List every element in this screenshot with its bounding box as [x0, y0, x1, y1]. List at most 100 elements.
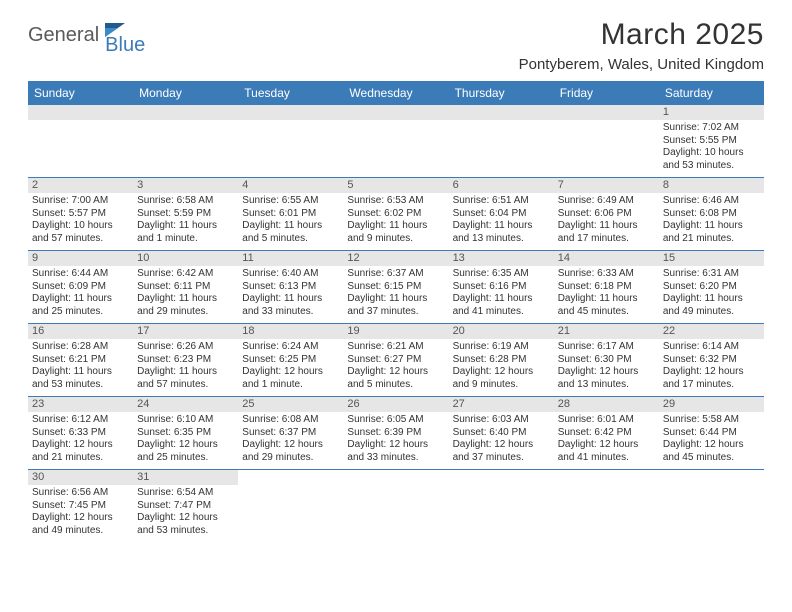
daylight-text: Daylight: 12 hours and 53 minutes. [137, 512, 234, 537]
day-cell: 5Sunrise: 6:53 AMSunset: 6:02 PMDaylight… [343, 178, 448, 250]
day-cell: 8Sunrise: 6:46 AMSunset: 6:08 PMDaylight… [659, 178, 764, 250]
sunset-text: Sunset: 5:55 PM [663, 135, 760, 148]
day-cell: 15Sunrise: 6:31 AMSunset: 6:20 PMDayligh… [659, 251, 764, 323]
daylight-text: Daylight: 12 hours and 33 minutes. [347, 439, 444, 464]
day-number: 16 [28, 324, 133, 339]
sunrise-text: Sunrise: 6:53 AM [347, 195, 444, 208]
week-row: 16Sunrise: 6:28 AMSunset: 6:21 PMDayligh… [28, 324, 764, 397]
header: General Blue March 2025 Pontyberem, Wale… [28, 18, 764, 73]
day-number: 14 [554, 251, 659, 266]
day-cell: 25Sunrise: 6:08 AMSunset: 6:37 PMDayligh… [238, 397, 343, 469]
sunset-text: Sunset: 6:32 PM [663, 354, 760, 367]
sunset-text: Sunset: 6:23 PM [137, 354, 234, 367]
page: General Blue March 2025 Pontyberem, Wale… [0, 0, 792, 542]
day-detail: Sunrise: 6:42 AMSunset: 6:11 PMDaylight:… [133, 266, 238, 322]
day-number: 9 [28, 251, 133, 266]
day-number: 12 [343, 251, 448, 266]
day-cell [238, 470, 343, 542]
sunset-text: Sunset: 6:16 PM [453, 281, 550, 294]
daylight-text: Daylight: 12 hours and 37 minutes. [453, 439, 550, 464]
day-number: 22 [659, 324, 764, 339]
sunrise-text: Sunrise: 6:26 AM [137, 341, 234, 354]
daylight-text: Daylight: 10 hours and 57 minutes. [32, 220, 129, 245]
day-detail: Sunrise: 6:44 AMSunset: 6:09 PMDaylight:… [28, 266, 133, 322]
day-number: 21 [554, 324, 659, 339]
sunset-text: Sunset: 6:18 PM [558, 281, 655, 294]
day-detail: Sunrise: 6:24 AMSunset: 6:25 PMDaylight:… [238, 339, 343, 395]
day-cell: 13Sunrise: 6:35 AMSunset: 6:16 PMDayligh… [449, 251, 554, 323]
week-row: 9Sunrise: 6:44 AMSunset: 6:09 PMDaylight… [28, 251, 764, 324]
sunset-text: Sunset: 6:35 PM [137, 427, 234, 440]
week-row: 23Sunrise: 6:12 AMSunset: 6:33 PMDayligh… [28, 397, 764, 470]
day-cell: 7Sunrise: 6:49 AMSunset: 6:06 PMDaylight… [554, 178, 659, 250]
sunrise-text: Sunrise: 7:00 AM [32, 195, 129, 208]
day-number: 29 [659, 397, 764, 412]
day-cell [449, 105, 554, 177]
sunrise-text: Sunrise: 6:44 AM [32, 268, 129, 281]
day-detail: Sunrise: 6:55 AMSunset: 6:01 PMDaylight:… [238, 193, 343, 249]
day-detail: Sunrise: 6:21 AMSunset: 6:27 PMDaylight:… [343, 339, 448, 395]
sunrise-text: Sunrise: 6:14 AM [663, 341, 760, 354]
week-row: 1Sunrise: 7:02 AMSunset: 5:55 PMDaylight… [28, 105, 764, 178]
day-detail: Sunrise: 6:51 AMSunset: 6:04 PMDaylight:… [449, 193, 554, 249]
day-cell: 20Sunrise: 6:19 AMSunset: 6:28 PMDayligh… [449, 324, 554, 396]
day-cell: 14Sunrise: 6:33 AMSunset: 6:18 PMDayligh… [554, 251, 659, 323]
day-header: Wednesday [343, 81, 448, 105]
weeks-container: 1Sunrise: 7:02 AMSunset: 5:55 PMDaylight… [28, 105, 764, 542]
sunrise-text: Sunrise: 6:55 AM [242, 195, 339, 208]
daylight-text: Daylight: 11 hours and 33 minutes. [242, 293, 339, 318]
sunset-text: Sunset: 6:09 PM [32, 281, 129, 294]
daylight-text: Daylight: 11 hours and 1 minute. [137, 220, 234, 245]
day-detail: Sunrise: 6:35 AMSunset: 6:16 PMDaylight:… [449, 266, 554, 322]
day-detail: Sunrise: 6:19 AMSunset: 6:28 PMDaylight:… [449, 339, 554, 395]
day-cell [133, 105, 238, 177]
day-number: 7 [554, 178, 659, 193]
sunrise-text: Sunrise: 6:03 AM [453, 414, 550, 427]
daylight-text: Daylight: 12 hours and 9 minutes. [453, 366, 550, 391]
sunrise-text: Sunrise: 6:08 AM [242, 414, 339, 427]
logo: General Blue [28, 18, 167, 47]
daylight-text: Daylight: 12 hours and 1 minute. [242, 366, 339, 391]
daylight-text: Daylight: 12 hours and 49 minutes. [32, 512, 129, 537]
day-cell: 12Sunrise: 6:37 AMSunset: 6:15 PMDayligh… [343, 251, 448, 323]
day-detail: Sunrise: 6:37 AMSunset: 6:15 PMDaylight:… [343, 266, 448, 322]
day-number [449, 105, 554, 120]
daylight-text: Daylight: 11 hours and 13 minutes. [453, 220, 550, 245]
day-detail: Sunrise: 6:28 AMSunset: 6:21 PMDaylight:… [28, 339, 133, 395]
day-number [133, 105, 238, 120]
day-number: 23 [28, 397, 133, 412]
sunset-text: Sunset: 6:04 PM [453, 208, 550, 221]
day-header: Tuesday [238, 81, 343, 105]
sunrise-text: Sunrise: 6:58 AM [137, 195, 234, 208]
sunset-text: Sunset: 5:57 PM [32, 208, 129, 221]
day-number: 24 [133, 397, 238, 412]
logo-text-general: General [28, 24, 99, 47]
day-number: 25 [238, 397, 343, 412]
day-detail: Sunrise: 6:10 AMSunset: 6:35 PMDaylight:… [133, 412, 238, 468]
sunset-text: Sunset: 7:47 PM [137, 500, 234, 513]
day-detail: Sunrise: 6:01 AMSunset: 6:42 PMDaylight:… [554, 412, 659, 468]
calendar: SundayMondayTuesdayWednesdayThursdayFrid… [28, 81, 764, 542]
sunset-text: Sunset: 6:21 PM [32, 354, 129, 367]
day-number: 3 [133, 178, 238, 193]
sunset-text: Sunset: 6:20 PM [663, 281, 760, 294]
day-cell: 22Sunrise: 6:14 AMSunset: 6:32 PMDayligh… [659, 324, 764, 396]
day-number: 1 [659, 105, 764, 120]
day-number: 2 [28, 178, 133, 193]
daylight-text: Daylight: 11 hours and 37 minutes. [347, 293, 444, 318]
day-detail: Sunrise: 7:00 AMSunset: 5:57 PMDaylight:… [28, 193, 133, 249]
sunrise-text: Sunrise: 6:54 AM [137, 487, 234, 500]
day-number: 27 [449, 397, 554, 412]
daylight-text: Daylight: 10 hours and 53 minutes. [663, 147, 760, 172]
day-detail: Sunrise: 6:12 AMSunset: 6:33 PMDaylight:… [28, 412, 133, 468]
day-cell: 6Sunrise: 6:51 AMSunset: 6:04 PMDaylight… [449, 178, 554, 250]
day-detail: Sunrise: 6:54 AMSunset: 7:47 PMDaylight:… [133, 485, 238, 541]
day-number: 10 [133, 251, 238, 266]
sunset-text: Sunset: 6:42 PM [558, 427, 655, 440]
daylight-text: Daylight: 11 hours and 5 minutes. [242, 220, 339, 245]
day-cell: 26Sunrise: 6:05 AMSunset: 6:39 PMDayligh… [343, 397, 448, 469]
week-row: 30Sunrise: 6:56 AMSunset: 7:45 PMDayligh… [28, 470, 764, 542]
day-cell: 4Sunrise: 6:55 AMSunset: 6:01 PMDaylight… [238, 178, 343, 250]
day-cell: 29Sunrise: 5:58 AMSunset: 6:44 PMDayligh… [659, 397, 764, 469]
daylight-text: Daylight: 12 hours and 45 minutes. [663, 439, 760, 464]
